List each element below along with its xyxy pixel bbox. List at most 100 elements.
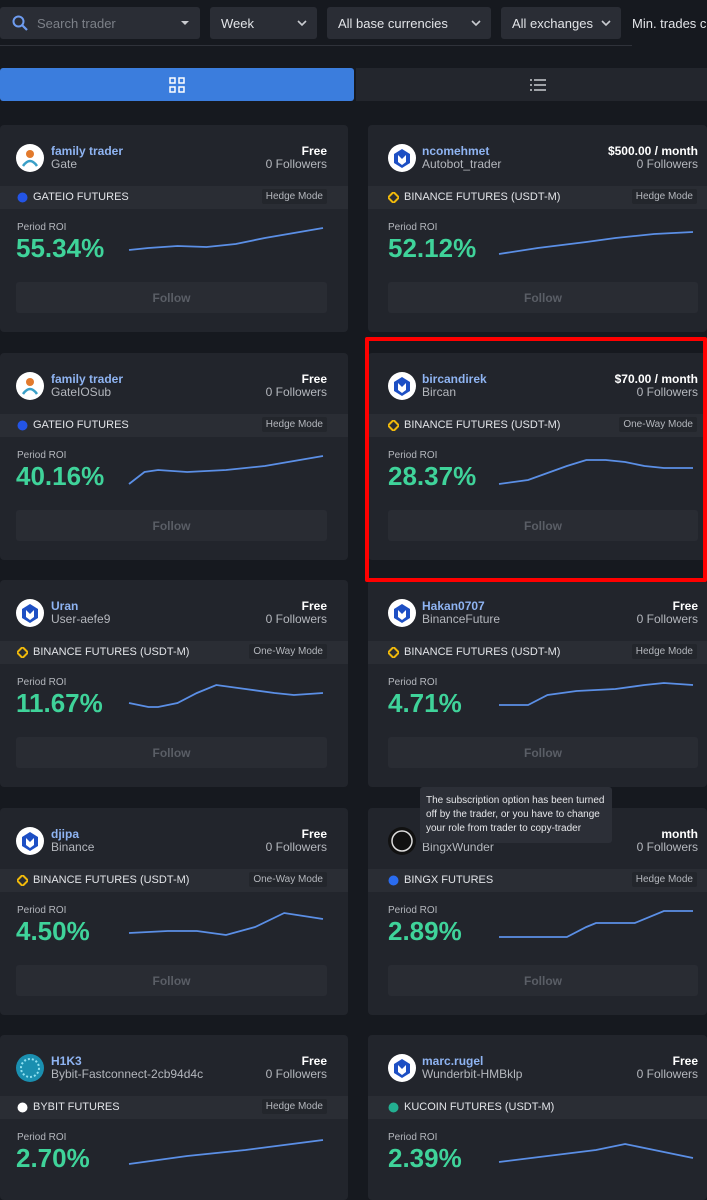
divider: [0, 45, 632, 46]
grid-view-tab[interactable]: [0, 68, 354, 101]
roi-label: Period ROI: [17, 222, 67, 233]
sparkline: [128, 454, 324, 485]
avatar-head: [26, 150, 34, 158]
sparkline: [128, 911, 324, 936]
mode-badge: Hedge Mode: [631, 189, 697, 204]
sparkline-path: [128, 1139, 324, 1165]
list-view-tab[interactable]: [356, 68, 707, 101]
highlight-box: [365, 337, 707, 582]
exchange-icon: [17, 192, 28, 203]
avatar: [388, 371, 416, 400]
exchange-icon: [17, 647, 28, 658]
followers: 0 Followers: [265, 839, 327, 854]
avatar-logo-inner: [398, 155, 406, 165]
exchange-strip: BYBIT FUTURES Hedge Mode: [0, 1096, 348, 1119]
roi-value: 2.39%: [388, 1143, 462, 1173]
price: $500.00 / month: [607, 144, 698, 158]
avatar-logo-inner: [26, 610, 34, 620]
trader-card[interactable]: marc.rugel Wunderbit-HMBklp Free 0 Follower…: [368, 1035, 707, 1200]
sparkline: [128, 1139, 324, 1165]
follow-label: Follow: [524, 746, 562, 760]
trader-card[interactable]: H1K3 Bybit-Fastconnect-2cb94d4c Free 0 Foll…: [0, 1035, 348, 1200]
exchange-select[interactable]: All exchanges: [501, 7, 621, 39]
trader-name: djipa: [51, 826, 80, 841]
price: month: [661, 826, 698, 841]
avatar: [388, 1054, 416, 1082]
exchange-logo: [17, 874, 28, 886]
exchange-icon: [388, 419, 399, 431]
caret: [471, 20, 481, 27]
follow-button[interactable]: Follow: [16, 737, 327, 768]
trader-name: family trader: [51, 371, 124, 386]
trader-card[interactable]: ncomehmet Autobot_trader $500.00 / month 0 …: [368, 125, 707, 332]
min-trades[interactable]: Min. trades c: [632, 16, 707, 31]
roi-label: Period ROI: [17, 677, 67, 688]
exchange-strip: KUCOIN FUTURES (USDT-M): [368, 1096, 707, 1119]
exchange-name: GATEIO FUTURES: [33, 418, 129, 431]
exchange-icon: [388, 647, 399, 658]
exchange-name: BINANCE FUTURES (USDT-M): [404, 191, 561, 203]
caret: [181, 21, 189, 25]
caret: [601, 20, 611, 27]
roi-value: 52.12%: [388, 233, 477, 263]
trader-card[interactable]: bircandirek Bircan $70.00 / month 0 Followe…: [368, 352, 707, 560]
mode-badge: One-Way Mode: [249, 871, 327, 887]
avatar-logo-inner: [26, 837, 34, 848]
exchange-strip: BINGX FUTURES Hedge Mode: [368, 868, 707, 892]
exchange-icon: [388, 1102, 399, 1113]
trader-card[interactable]: family trader GateIOSub Free 0 Followers GAT…: [0, 352, 348, 560]
follow-button[interactable]: Follow: [388, 737, 698, 768]
exchange-icon: [388, 875, 399, 885]
avatar: [16, 599, 44, 627]
sparkline-path: [128, 684, 324, 708]
follow-button[interactable]: Follow: [388, 282, 698, 313]
trader-account: Binance: [51, 839, 95, 854]
avatar-logo: [394, 376, 410, 396]
exchange-icon: [17, 874, 28, 886]
followers: 0 Followers: [636, 157, 698, 171]
tooltip: The subscription option has been turned …: [420, 787, 612, 843]
follow-button[interactable]: Follow: [388, 964, 698, 996]
trader-account: Gate: [51, 157, 78, 171]
exchange-logo: [388, 1102, 399, 1113]
mode-badge: Hedge Mode: [261, 189, 327, 204]
avatar: [388, 826, 416, 855]
price: Free: [672, 599, 698, 613]
avatar-body: [21, 159, 39, 167]
search-icon: [12, 15, 28, 31]
roi-label: Period ROI: [388, 449, 438, 461]
mode-badge: Hedge Mode: [631, 871, 697, 887]
trader-account: BingxWunder: [422, 839, 494, 854]
followers: 0 Followers: [265, 612, 327, 626]
followers: 0 Followers: [265, 157, 327, 171]
currency-select[interactable]: All base currencies: [327, 7, 491, 39]
period-select[interactable]: Week: [210, 7, 317, 39]
roi-label: Period ROI: [388, 904, 438, 916]
grid-icon: [169, 77, 185, 93]
avatar-logo: [394, 1059, 410, 1078]
list-icon: [530, 79, 546, 91]
price: Free: [301, 826, 327, 841]
follow-label: Follow: [152, 291, 191, 305]
trader-card[interactable]: Hakan0707 BinanceFuture Free 0 Followers BIN…: [368, 580, 707, 787]
search-box[interactable]: Search trader: [0, 7, 200, 39]
sparkline: [128, 227, 324, 251]
trader-card[interactable]: family trader Gate Free 0 Followers GATEIO F…: [0, 125, 348, 332]
roi-value: 4.50%: [16, 915, 90, 946]
mode-badge: Hedge Mode: [261, 416, 327, 432]
follow-button[interactable]: Follow: [16, 509, 327, 541]
exchange-logo: [17, 192, 28, 203]
followers: 0 Followers: [265, 1067, 327, 1081]
trader-name: ncomehmet: [422, 144, 490, 158]
sparkline: [499, 682, 694, 706]
avatar-logo: [22, 604, 38, 623]
exchange-name: BINANCE FUTURES (USDT-M): [33, 646, 190, 658]
follow-button[interactable]: Follow: [16, 282, 327, 313]
trader-card[interactable]: djipa Binance Free 0 Followers BINANCE FUTUR…: [0, 807, 348, 1015]
trader-card[interactable]: Uran User-aefe9 Free 0 Followers BINANCE FUT…: [0, 580, 348, 787]
follow-button[interactable]: Follow: [16, 964, 327, 996]
exchange-strip: BINANCE FUTURES (USDT-M) Hedge Mode: [368, 186, 707, 209]
follow-button[interactable]: Follow: [388, 509, 698, 541]
exchange-name: GATEIO FUTURES: [33, 191, 129, 203]
